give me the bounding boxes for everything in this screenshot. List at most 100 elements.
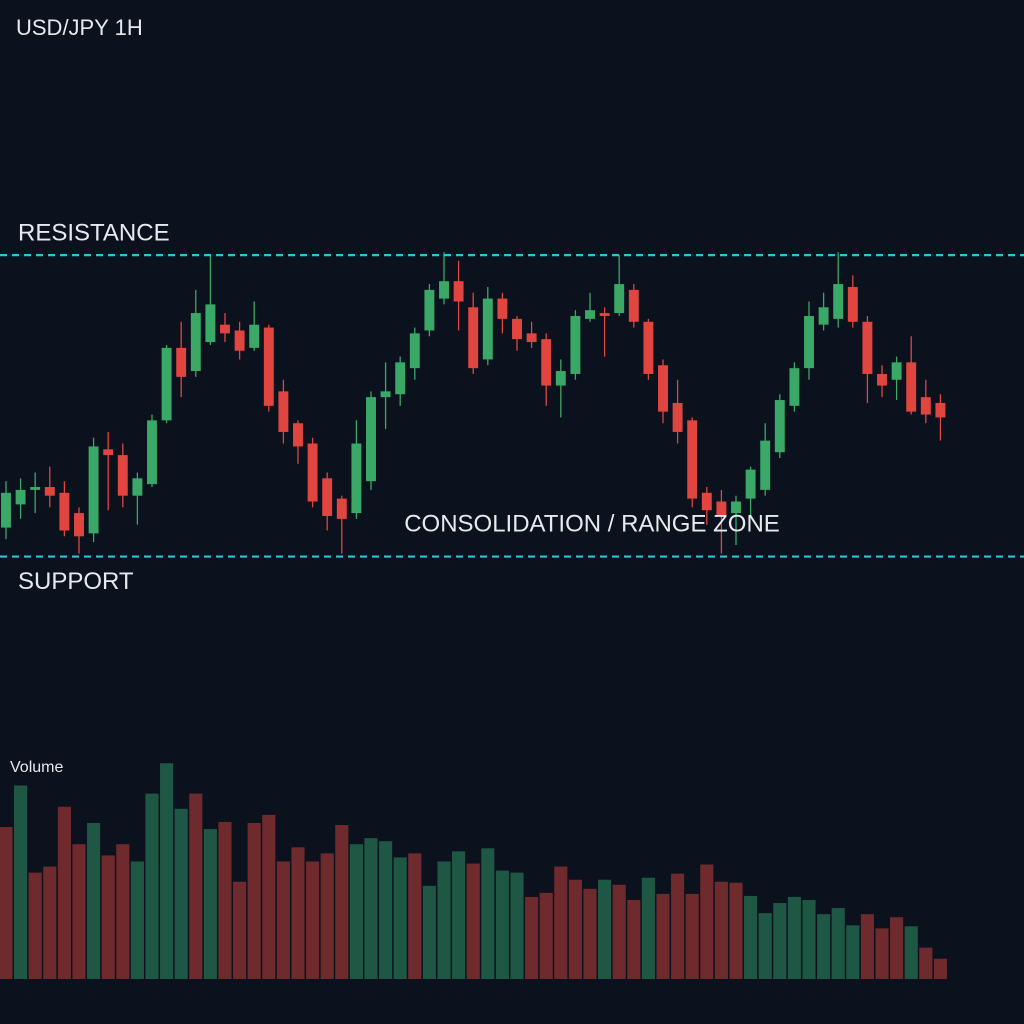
candle-body (774, 400, 785, 453)
candle-body (161, 347, 172, 421)
volume-bar (422, 885, 436, 979)
volume-bar (276, 861, 290, 979)
candle-body (614, 284, 625, 314)
candle-body (789, 368, 800, 406)
volume-bar (160, 763, 174, 979)
volume-bar (116, 844, 130, 979)
annotation: CONSOLIDATION / RANGE ZONE (404, 510, 780, 537)
volume-bar (145, 793, 159, 979)
volume-bar (685, 893, 699, 979)
volume-bar (700, 864, 714, 979)
candle-body (336, 498, 347, 519)
volume-bar (919, 947, 933, 979)
volume-bar (28, 872, 42, 979)
candle-body (643, 321, 654, 374)
candle-body (745, 469, 756, 499)
volume-bar (860, 914, 874, 979)
candle-body (249, 324, 260, 348)
volume-bar (846, 925, 860, 979)
volume-bar (291, 847, 305, 979)
candle-body (15, 489, 26, 505)
candle-body (278, 391, 289, 432)
candle-body (307, 443, 318, 502)
volume-bar (349, 844, 363, 979)
volume-bar (773, 903, 787, 979)
volume-bar (875, 928, 889, 979)
volume-bar (568, 879, 582, 979)
candle-body (731, 501, 741, 514)
candle-body (59, 492, 70, 531)
candle-body (862, 321, 873, 374)
candle-body (920, 397, 931, 415)
volume-bar (174, 808, 188, 979)
volume-bar (306, 861, 320, 979)
candle-body (877, 373, 887, 386)
candle-body (205, 304, 216, 343)
volume-bar (598, 879, 612, 979)
volume-bar (554, 866, 568, 979)
candle-body (190, 313, 201, 372)
volume-bar (320, 853, 334, 979)
candle-body (380, 391, 391, 398)
volume-bar (218, 821, 232, 979)
volume-bar (539, 892, 553, 979)
candle-body (322, 478, 333, 516)
level-label: RESISTANCE (18, 219, 170, 246)
candle-body (701, 492, 712, 511)
volume-bar (233, 881, 247, 979)
candle-body (497, 298, 508, 319)
candle-body (818, 307, 829, 325)
volume-bar (335, 824, 349, 979)
candle-body (468, 307, 479, 369)
volume-bar (408, 853, 422, 979)
marks-layer (0, 252, 1024, 979)
candle-body (424, 289, 435, 331)
candle-body (44, 487, 55, 496)
candle-body (555, 371, 566, 386)
volume-bar (904, 926, 918, 979)
candle-body (395, 362, 406, 395)
candle-body (541, 339, 552, 386)
volume-bar (393, 857, 407, 979)
volume-bar (262, 814, 276, 979)
volume-bar (437, 861, 451, 979)
volume-bar (466, 863, 480, 979)
candle-body (672, 402, 683, 432)
candle-body (658, 365, 668, 412)
candle-body (512, 318, 522, 340)
volume-bar (87, 822, 101, 979)
volume-bar (57, 806, 71, 979)
candle-body (220, 324, 230, 334)
volume-bar (101, 855, 115, 979)
volume-bar (481, 848, 495, 979)
candle-body (906, 362, 917, 412)
volume-bar (130, 861, 144, 979)
candle-body (132, 478, 143, 496)
candle-body (833, 284, 844, 319)
chart-title: USD/JPY 1H (16, 15, 143, 40)
volume-bar (933, 958, 947, 979)
candle-body (935, 402, 946, 418)
volume-bar (583, 888, 597, 979)
candle-body (366, 397, 376, 482)
volume-bar (641, 877, 655, 979)
candle-body (570, 315, 581, 374)
candle-body (74, 513, 84, 537)
candle-body (526, 333, 537, 343)
candle-body (30, 487, 41, 490)
candle-body (891, 362, 902, 380)
volume-bar (0, 827, 13, 979)
volume-bar (72, 844, 86, 979)
level-label: SUPPORT (18, 568, 134, 595)
volume-bar (189, 793, 203, 979)
candle-body (599, 313, 610, 316)
text-layer: USD/JPY 1H Volume CONSOLIDATION / RANGE … (10, 15, 780, 776)
volume-bar (831, 908, 845, 979)
volume-bar (729, 882, 743, 979)
volume-bar (203, 829, 217, 979)
candle-body (117, 455, 128, 496)
volume-bar (379, 841, 393, 979)
candle-body (1, 492, 11, 528)
candle-body (628, 289, 639, 322)
